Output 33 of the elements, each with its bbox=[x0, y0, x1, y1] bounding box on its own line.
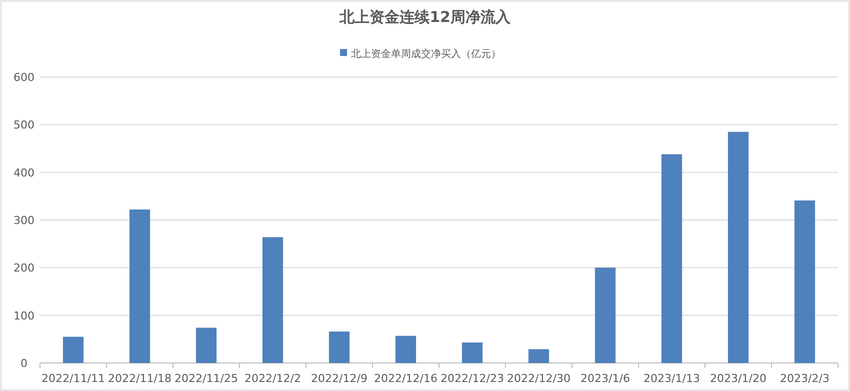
y-tick-label: 600 bbox=[14, 71, 34, 84]
x-tick-label: 2022/12/23 bbox=[440, 372, 504, 385]
bar bbox=[794, 200, 816, 363]
x-tick-label: 2022/12/9 bbox=[311, 372, 368, 385]
chart-title: 北上资金连续12周净流入 bbox=[338, 8, 512, 26]
x-tick-label: 2022/11/25 bbox=[174, 372, 238, 385]
y-tick-label: 200 bbox=[14, 262, 34, 275]
x-tick-label: 2022/12/30 bbox=[507, 372, 570, 385]
y-tick-label: 0 bbox=[20, 357, 28, 370]
y-tick-label: 100 bbox=[14, 309, 34, 322]
x-tick-label: 2022/11/18 bbox=[108, 372, 172, 385]
bar bbox=[528, 349, 550, 363]
x-tick-label: 2023/1/6 bbox=[580, 372, 630, 385]
x-tick-label: 2023/1/20 bbox=[710, 372, 766, 385]
x-tick-label: 2023/1/13 bbox=[644, 372, 700, 385]
bar bbox=[129, 210, 150, 363]
bar bbox=[196, 328, 217, 363]
bar bbox=[661, 154, 682, 363]
bar bbox=[594, 268, 616, 363]
x-tick-label: 2022/11/11 bbox=[42, 372, 105, 385]
bar bbox=[395, 336, 416, 363]
bar bbox=[462, 342, 483, 363]
x-tick-label: 2022/12/16 bbox=[374, 372, 438, 385]
x-tick-label: 2023/2/3 bbox=[780, 372, 830, 385]
y-tick-label: 300 bbox=[14, 214, 34, 227]
y-tick-label: 400 bbox=[14, 166, 34, 180]
bar bbox=[62, 336, 84, 363]
bar bbox=[328, 332, 350, 363]
y-tick-label: 500 bbox=[14, 118, 34, 132]
x-tick-label: 2022/12/2 bbox=[244, 372, 301, 385]
legend: 北上资金单周成交净买入（亿元） bbox=[340, 49, 501, 60]
bar bbox=[728, 132, 749, 363]
bar bbox=[262, 237, 284, 363]
